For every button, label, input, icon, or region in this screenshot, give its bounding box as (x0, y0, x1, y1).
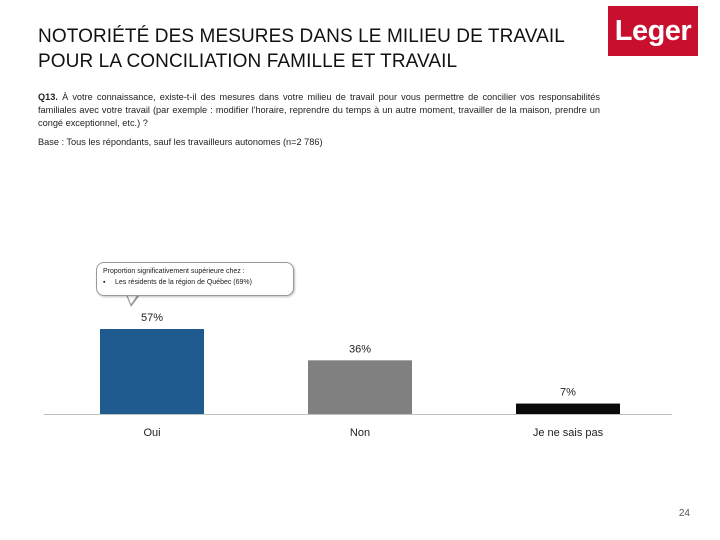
category-label: Non (350, 427, 370, 439)
data-label: 57% (141, 312, 163, 324)
bar-non (308, 360, 412, 414)
leger-logo: Leger (608, 6, 698, 56)
title-line-1: NOTORIÉTÉ DES MESURES DANS LE MILIEU DE … (38, 26, 565, 47)
callout-heading: Proportion significativement supérieure … (103, 268, 245, 275)
significance-callout: Proportion significativement supérieure … (96, 262, 294, 296)
category-label: Je ne sais pas (533, 427, 604, 439)
base-note: Base : Tous les répondants, sauf les tra… (38, 137, 323, 147)
bar-je-ne-sais-pas (516, 403, 620, 414)
callout-item: Les résidents de la région de Québec (69… (103, 277, 287, 288)
bar-oui (100, 329, 204, 414)
question-body: À votre connaissance, existe-t-il des me… (38, 92, 600, 128)
data-label: 36% (349, 343, 371, 355)
category-label: Oui (143, 427, 160, 439)
page-title: NOTORIÉTÉ DES MESURES DANS LE MILIEU DE … (38, 24, 578, 74)
data-label: 7% (560, 387, 576, 399)
title-line-2: POUR LA CONCILIATION FAMILLE ET TRAVAIL (38, 51, 458, 72)
callout-tail-fill (127, 294, 138, 304)
question-number: Q13. (38, 92, 58, 102)
question-text: Q13. À votre connaissance, existe-t-il d… (38, 91, 600, 130)
page-number: 24 (678, 508, 690, 519)
